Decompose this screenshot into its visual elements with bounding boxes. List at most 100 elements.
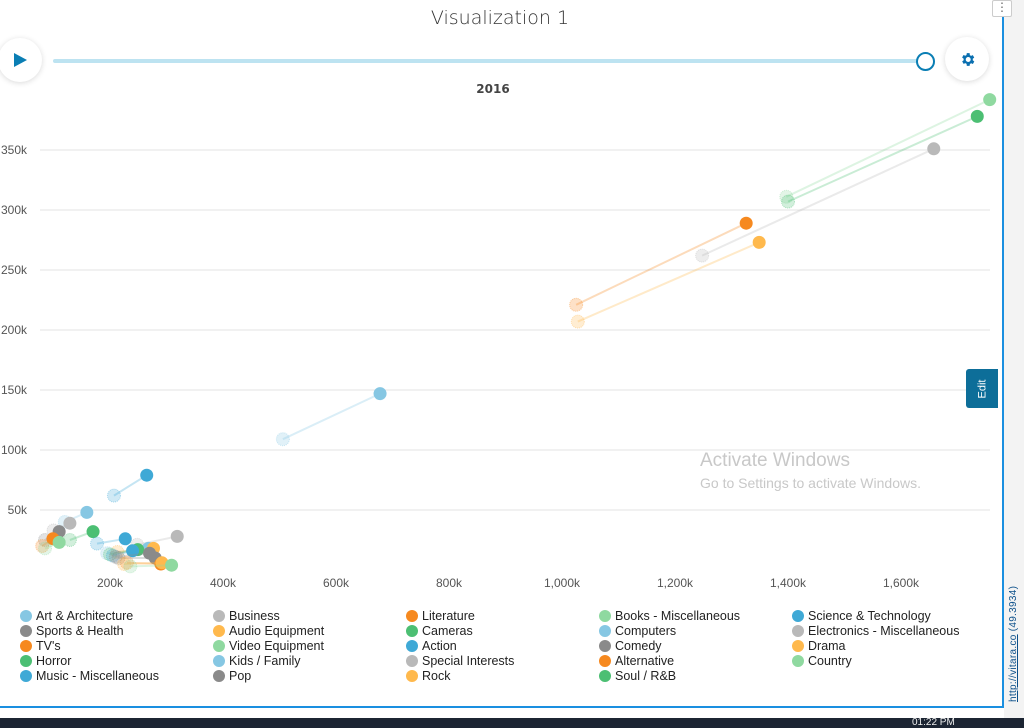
bubble: [86, 525, 100, 539]
legend-label: Soul / R&B: [615, 669, 677, 683]
legend-item[interactable]: Music - Miscellaneous: [20, 669, 159, 683]
legend-dot-icon: [599, 640, 611, 652]
x-tick-label: 1,400k: [770, 576, 807, 590]
trail-start-bubble: [117, 557, 132, 571]
play-button[interactable]: [0, 38, 42, 82]
legend-label: Horror: [36, 654, 72, 668]
legend-item[interactable]: TV's: [20, 639, 61, 653]
trail-line: [787, 115, 978, 203]
trail-start-bubble: [110, 545, 125, 559]
settings-button[interactable]: [945, 37, 989, 81]
legend-label: Cameras: [422, 624, 473, 638]
legend-label: TV's: [36, 639, 61, 653]
bubble: [373, 387, 387, 401]
legend-item[interactable]: Pop: [213, 669, 251, 683]
bubble-trail: [106, 468, 154, 503]
x-tick-label: 800k: [436, 576, 463, 590]
legend-item[interactable]: Business: [213, 609, 280, 623]
legend-item[interactable]: Art & Architecture: [20, 609, 133, 623]
legend-item[interactable]: Action: [406, 639, 457, 653]
bubble: [927, 142, 941, 156]
bubble: [752, 235, 766, 249]
trail-start-bubble: [123, 559, 138, 574]
legend-item[interactable]: Books - Miscellaneous: [599, 609, 740, 623]
trail-start-bubble: [779, 189, 794, 204]
legend-item[interactable]: Computers: [599, 624, 676, 638]
legend-label: Books - Miscellaneous: [615, 609, 741, 623]
legend-item[interactable]: Kids / Family: [213, 654, 301, 668]
play-icon: [14, 53, 27, 67]
bubble: [970, 109, 984, 123]
legend-item[interactable]: Sports & Health: [20, 624, 124, 638]
legend-dot-icon: [406, 655, 418, 667]
legend-label: Kids / Family: [229, 654, 301, 668]
legend-dot-icon: [20, 640, 32, 652]
gear-icon: [961, 52, 974, 66]
bubble: [739, 216, 753, 230]
bubble-trail: [108, 546, 157, 564]
legend-label: Computers: [615, 624, 677, 638]
legend-dot-icon: [406, 610, 418, 622]
legend-label: Pop: [229, 669, 252, 683]
trail-start-bubble: [119, 555, 134, 570]
legend-label: Alternative: [615, 654, 675, 668]
legend-dot-icon: [20, 610, 32, 622]
legend-item[interactable]: Horror: [20, 654, 71, 668]
y-tick-label: 50k: [8, 503, 28, 517]
legend-label: Country: [808, 654, 852, 668]
legend-item[interactable]: Soul / R&B: [599, 669, 676, 683]
legend-dot-icon: [406, 670, 418, 682]
legend-item[interactable]: Drama: [792, 639, 846, 653]
legend-dot-icon: [213, 610, 225, 622]
legend-item[interactable]: Country: [792, 654, 852, 668]
more-menu-button[interactable]: ⋮: [992, 0, 1012, 17]
trail-line: [282, 392, 381, 441]
bubble: [118, 532, 132, 546]
legend-item[interactable]: Literature: [406, 609, 475, 623]
bubble: [165, 558, 179, 572]
bubble-chart: 50k 100k 150k 200k 250k 300k 350k 200k 400k 600k 8…: [1, 93, 997, 590]
legend-dot-icon: [792, 640, 804, 652]
legend-dot-icon: [213, 640, 225, 652]
legend-item[interactable]: Comedy: [599, 639, 662, 653]
trail-start-bubble: [35, 539, 50, 553]
legend-item[interactable]: Special Interests: [406, 654, 514, 668]
legend-item[interactable]: Electronics - Miscellaneous: [792, 624, 959, 638]
legend-dot-icon: [406, 625, 418, 637]
timeline-slider-track[interactable]: [53, 59, 925, 63]
bubble: [983, 93, 997, 107]
legend-dot-icon: [20, 625, 32, 637]
scroll-strip: [1004, 0, 1024, 718]
credit-link[interactable]: http://vitara.co (49.3934): [1008, 586, 1019, 702]
trail-start-bubble: [106, 488, 121, 503]
vitara-link[interactable]: http://vitara.co: [1008, 634, 1019, 702]
x-tick-label: 1,600k: [883, 576, 920, 590]
legend-item[interactable]: Alternative: [599, 654, 674, 668]
legend-item[interactable]: Video Equipment: [213, 639, 324, 653]
y-tick-label: 200k: [1, 323, 28, 337]
legend-item[interactable]: Science & Technology: [792, 609, 931, 623]
y-tick-label: 300k: [1, 203, 28, 217]
more-vertical-icon: ⋮: [996, 0, 1008, 14]
bubble-trail: [123, 558, 179, 574]
x-tick-label: 1,200k: [657, 576, 694, 590]
legend-item[interactable]: Audio Equipment: [213, 624, 324, 638]
legend-dot-icon: [406, 640, 418, 652]
legend-dot-icon: [599, 670, 611, 682]
trail-start-bubble: [111, 551, 126, 565]
legend-item[interactable]: Rock: [406, 669, 450, 683]
legend-item[interactable]: Cameras: [406, 624, 473, 638]
taskbar-clock: 01:22 PM: [912, 717, 955, 728]
bubble-trail: [779, 93, 997, 204]
legend-label: Science & Technology: [808, 609, 931, 623]
timeline-slider-handle[interactable]: [916, 52, 935, 71]
bubble-trail: [62, 525, 100, 547]
trail-start-bubble: [103, 547, 117, 562]
x-tick-label: 600k: [323, 576, 350, 590]
edit-tab[interactable]: Edit: [966, 369, 998, 408]
legend-label: Comedy: [615, 639, 662, 653]
bubble: [80, 505, 94, 519]
trail-start-bubble: [275, 432, 290, 447]
trail-start-bubble: [108, 549, 123, 564]
visualization-title: Visualization 1: [430, 7, 570, 29]
